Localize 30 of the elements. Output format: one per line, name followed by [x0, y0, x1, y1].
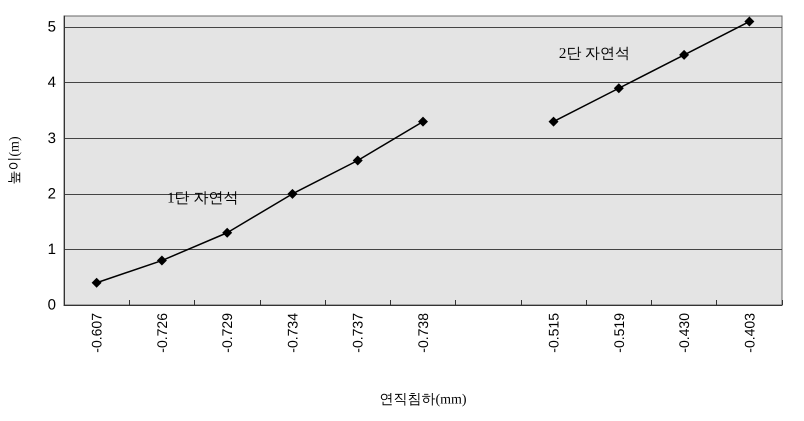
y-axis-title: 높이(m) — [8, 136, 22, 185]
point — [614, 83, 624, 94]
point — [418, 116, 428, 127]
x-tick-label: -0.726 — [154, 312, 170, 353]
y-tick-label: 0 — [48, 296, 56, 314]
series-label: 2단 자연석 — [558, 46, 630, 62]
x-tick-label: -0.738 — [415, 312, 431, 353]
x-tick-label: -0.403 — [741, 312, 758, 353]
x-axis-title: 연직침하(mm) — [379, 392, 467, 408]
x-tick-label: -0.734 — [284, 312, 300, 353]
point — [222, 228, 232, 238]
point — [548, 116, 559, 127]
point — [679, 50, 690, 60]
y-tick-label: 2 — [48, 185, 56, 202]
point — [744, 16, 754, 27]
y-tick-label: 4 — [48, 74, 56, 92]
y-tick-label: 5 — [48, 18, 56, 36]
point — [352, 156, 363, 166]
y-tick-label: 1 — [48, 240, 56, 258]
x-tick-label: -0.607 — [88, 312, 105, 353]
point — [92, 278, 102, 288]
series-label: 1단 자연석 — [167, 190, 238, 206]
x-tick-label: -0.430 — [676, 312, 692, 353]
point — [287, 188, 298, 199]
point — [156, 256, 167, 266]
y-tick-label: 3 — [48, 130, 56, 147]
x-tick-label: -0.515 — [546, 312, 562, 353]
x-tick-label: -0.737 — [350, 312, 366, 353]
x-tick-label: -0.729 — [219, 312, 236, 353]
x-tick-label: -0.519 — [610, 312, 627, 353]
